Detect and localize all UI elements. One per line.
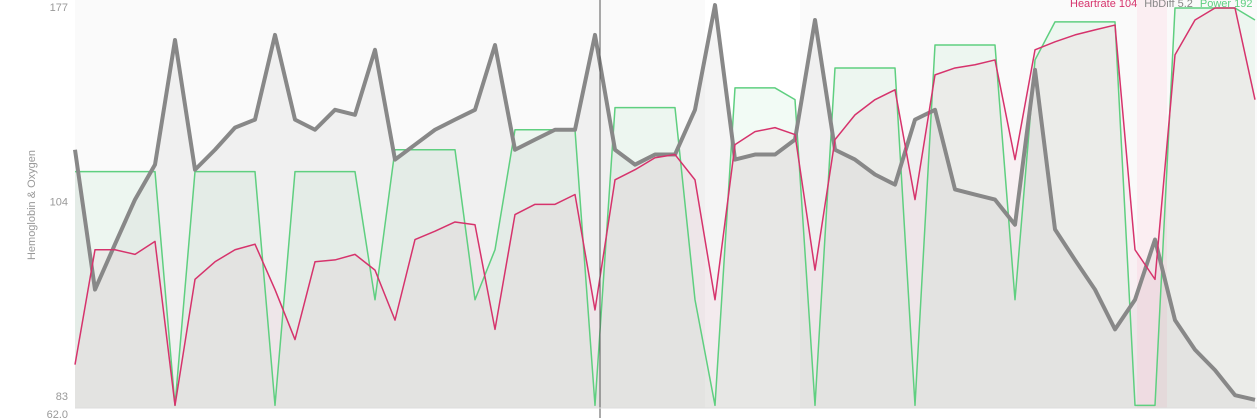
series-line <box>74 7 1256 407</box>
series-line <box>73 3 1256 402</box>
legend-name: Power <box>1200 0 1232 10</box>
legend-value: 104 <box>1119 0 1137 10</box>
series-area <box>75 8 1255 408</box>
series-area <box>75 5 1255 408</box>
legend-name: Heartrate <box>1070 0 1116 10</box>
highlight-band <box>705 0 800 408</box>
y-tick-label: 83 <box>56 391 68 403</box>
legend-value: 192 <box>1234 0 1252 10</box>
y-axis-title: Hemoglobin & Oxygen <box>26 150 38 260</box>
y-tick-label: 104 <box>50 196 68 208</box>
plot-background <box>75 0 1257 408</box>
series-area <box>75 8 1255 408</box>
legend-value: 5.2 <box>1178 0 1193 10</box>
bottom-label: 62.0 <box>47 409 68 418</box>
series-line <box>75 7 1256 407</box>
y-tick-label: 177 <box>50 2 68 14</box>
legend-name: HbDiff <box>1144 0 1175 10</box>
